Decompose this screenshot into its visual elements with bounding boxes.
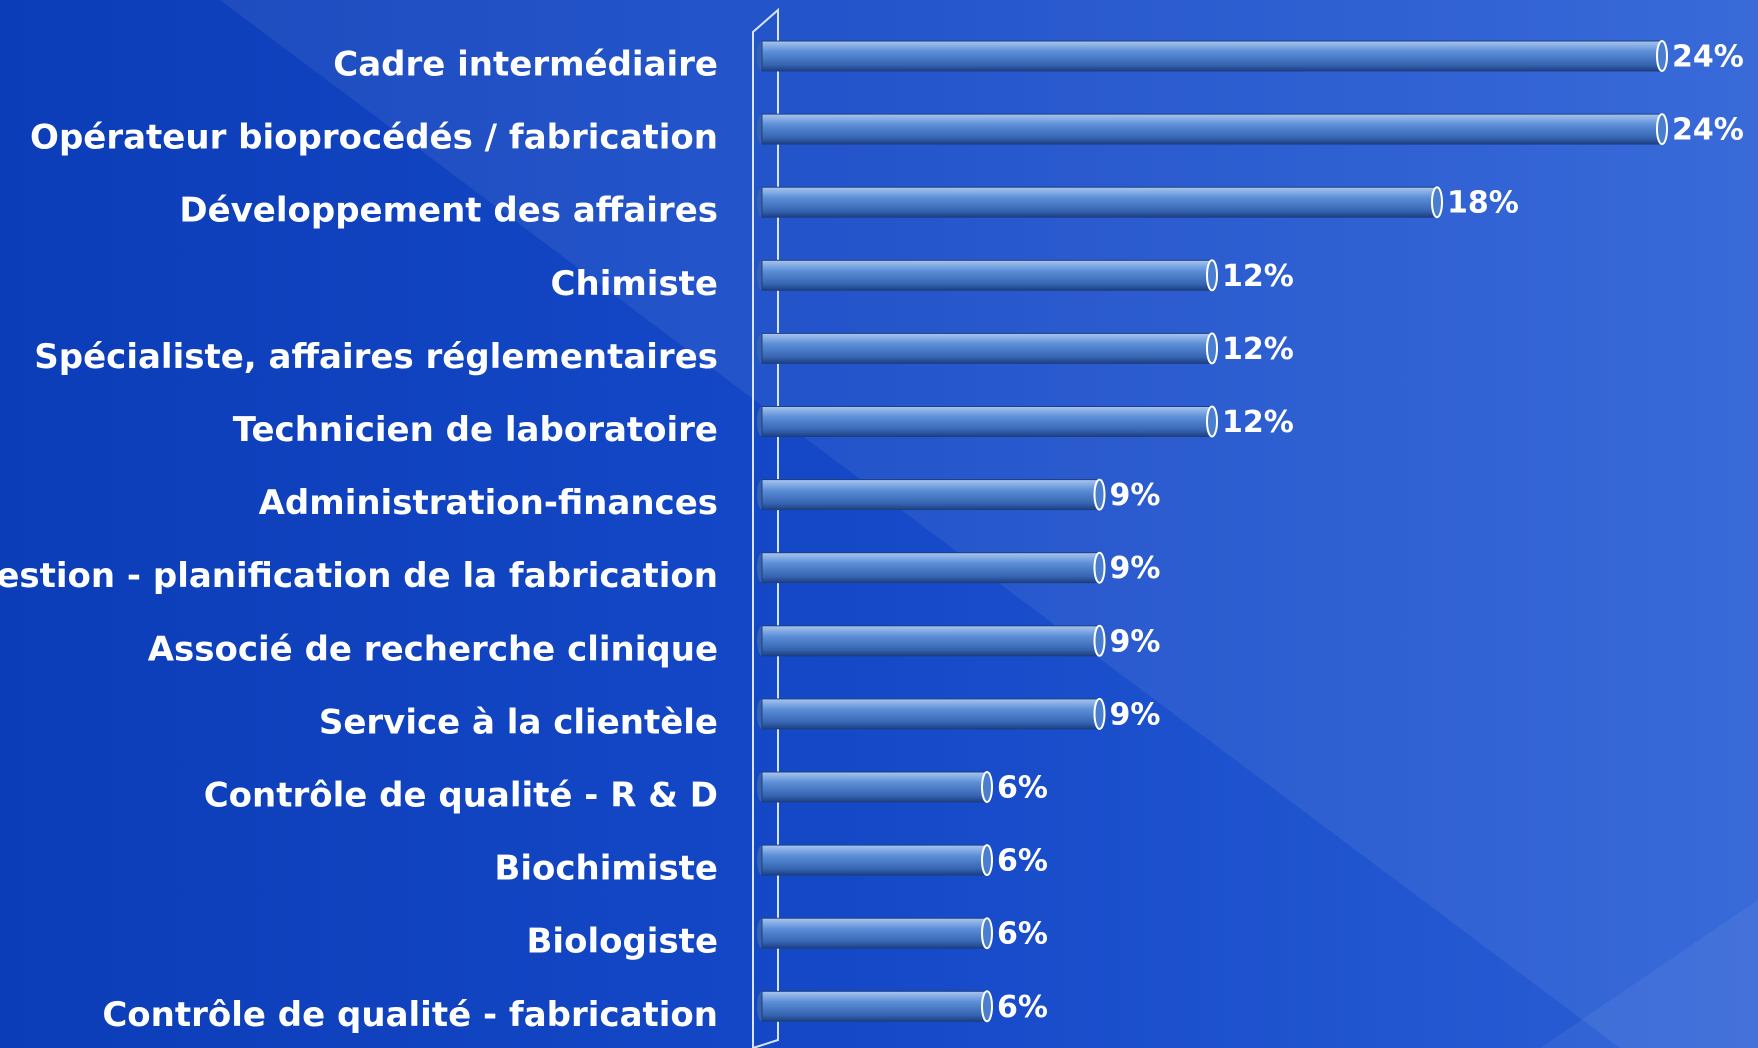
category-label: Technicien de laboratoire (233, 410, 718, 450)
bar (761, 406, 1213, 437)
category-label: Cadre intermédiaire (333, 45, 718, 85)
bar-cap (1093, 551, 1106, 584)
category-label: Service à la clientèle (319, 702, 718, 742)
bar (761, 990, 988, 1022)
category-label: Chimiste (551, 264, 718, 304)
bar-cap (981, 844, 993, 877)
value-label: 6% (997, 917, 1048, 952)
bar-cap (1093, 624, 1106, 657)
value-label: 12% (1222, 332, 1294, 367)
category-label: Contrôle de qualité - R & D (204, 776, 718, 816)
bar-cap (1206, 332, 1218, 365)
category-label: Opérateur bioprocédés / fabrication (30, 118, 718, 158)
bar-cap (981, 771, 993, 803)
bar (761, 332, 1213, 364)
value-label: 24% (1672, 40, 1744, 75)
category-label: Biologiste (527, 922, 718, 962)
bar (761, 917, 988, 949)
category-label: Administration-finances (259, 483, 718, 523)
bar-cap (1656, 113, 1668, 146)
bar-cap (981, 990, 993, 1023)
category-label: Spécialiste, affaires réglementaires (34, 337, 718, 377)
bar (761, 113, 1663, 145)
value-label: 12% (1222, 405, 1294, 440)
bar (761, 40, 1663, 72)
bar-cap (1093, 478, 1106, 511)
bar (761, 625, 1100, 657)
bar-cap (1093, 697, 1106, 730)
value-label: 9% (1110, 697, 1161, 732)
bar-cap (1206, 405, 1218, 438)
value-label: 24% (1672, 113, 1744, 148)
bar (761, 479, 1100, 511)
bar (761, 771, 988, 803)
value-label: 9% (1110, 478, 1161, 513)
category-label: Biochimiste (494, 849, 718, 889)
category-label: Développement des affaires (179, 191, 718, 231)
background-corner (1540, 900, 1758, 1048)
bar (761, 844, 988, 876)
bar-cap (1656, 40, 1668, 72)
axis-wall (752, 7, 779, 1048)
value-label: 18% (1447, 186, 1519, 221)
bar (761, 552, 1100, 584)
bar-cap (981, 917, 993, 950)
category-label: Gestion - planification de la fabricatio… (0, 556, 718, 596)
value-label: 9% (1110, 551, 1161, 586)
bar (761, 698, 1100, 730)
bar-cap (1206, 259, 1218, 292)
plot-area: Cadre intermédiaire 24% Opérateur bioprocé… (0, 40, 1744, 1035)
value-label: 6% (997, 844, 1048, 879)
background-wedge (220, 0, 1758, 1048)
value-label: 12% (1222, 259, 1294, 294)
bar (761, 186, 1438, 218)
value-label: 9% (1110, 624, 1161, 659)
category-label: Associé de recherche clinique (148, 629, 718, 669)
category-label: Contrôle de qualité - fabrication (102, 995, 718, 1035)
value-label: 6% (997, 990, 1048, 1025)
bar-cap (1431, 186, 1443, 219)
bar (761, 259, 1213, 291)
value-label: 6% (997, 771, 1048, 806)
